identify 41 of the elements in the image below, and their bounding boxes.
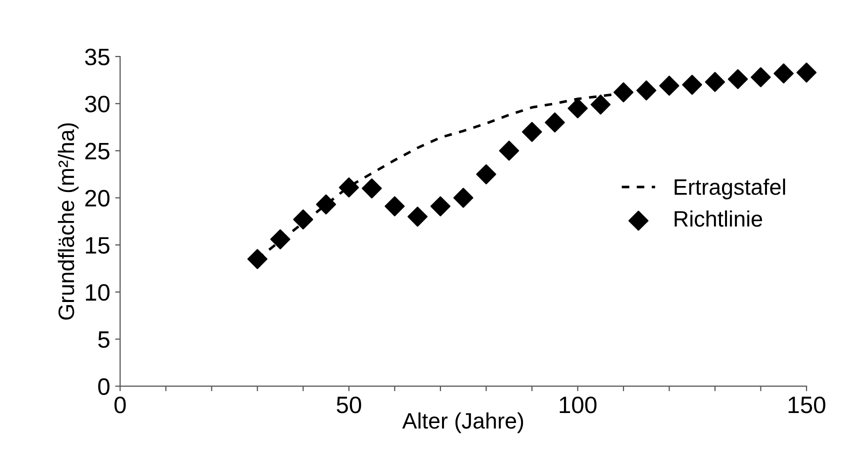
- point: [293, 209, 314, 230]
- point: [476, 164, 496, 184]
- point: [430, 196, 450, 216]
- point: [613, 82, 634, 102]
- x-tick-label: 0: [114, 396, 126, 414]
- y-axis-title: Grundfläche (m²/ha): [58, 123, 79, 320]
- point: [750, 67, 771, 88]
- y-tick-label: 25: [85, 142, 110, 160]
- point: [408, 206, 428, 227]
- legend-label: Ertragstafel: [674, 178, 786, 200]
- point: [384, 196, 405, 216]
- point: [522, 122, 542, 142]
- point: [796, 62, 817, 83]
- point: [247, 249, 268, 270]
- point: [453, 188, 474, 208]
- y-tick-label: 15: [86, 237, 110, 254]
- point: [316, 194, 336, 214]
- point: [568, 98, 588, 118]
- y-tick-label: 0: [98, 378, 110, 396]
- point: [362, 178, 382, 198]
- legend-label: Richtlinie: [674, 210, 762, 227]
- point: [682, 74, 702, 95]
- x-tick-label: 150: [788, 396, 826, 414]
- point: [636, 80, 656, 100]
- point: [728, 69, 748, 90]
- y-tick-label: 20: [85, 190, 110, 207]
- point: [270, 229, 290, 250]
- x-axis-title: Alter (Jahre): [402, 412, 524, 434]
- y-tick-label: 35: [85, 48, 110, 66]
- x-tick-label: 100: [560, 396, 596, 414]
- point: [499, 140, 520, 161]
- point: [659, 76, 680, 96]
- point: [704, 72, 726, 92]
- y-tick-label: 30: [85, 96, 110, 112]
- x-tick-label: 50: [336, 396, 362, 414]
- point: [774, 63, 794, 84]
- point: [590, 94, 611, 115]
- y-tick-label: 10: [86, 284, 110, 301]
- point: [338, 177, 359, 198]
- y-tick-label: 5: [98, 331, 110, 348]
- point: [544, 112, 565, 132]
